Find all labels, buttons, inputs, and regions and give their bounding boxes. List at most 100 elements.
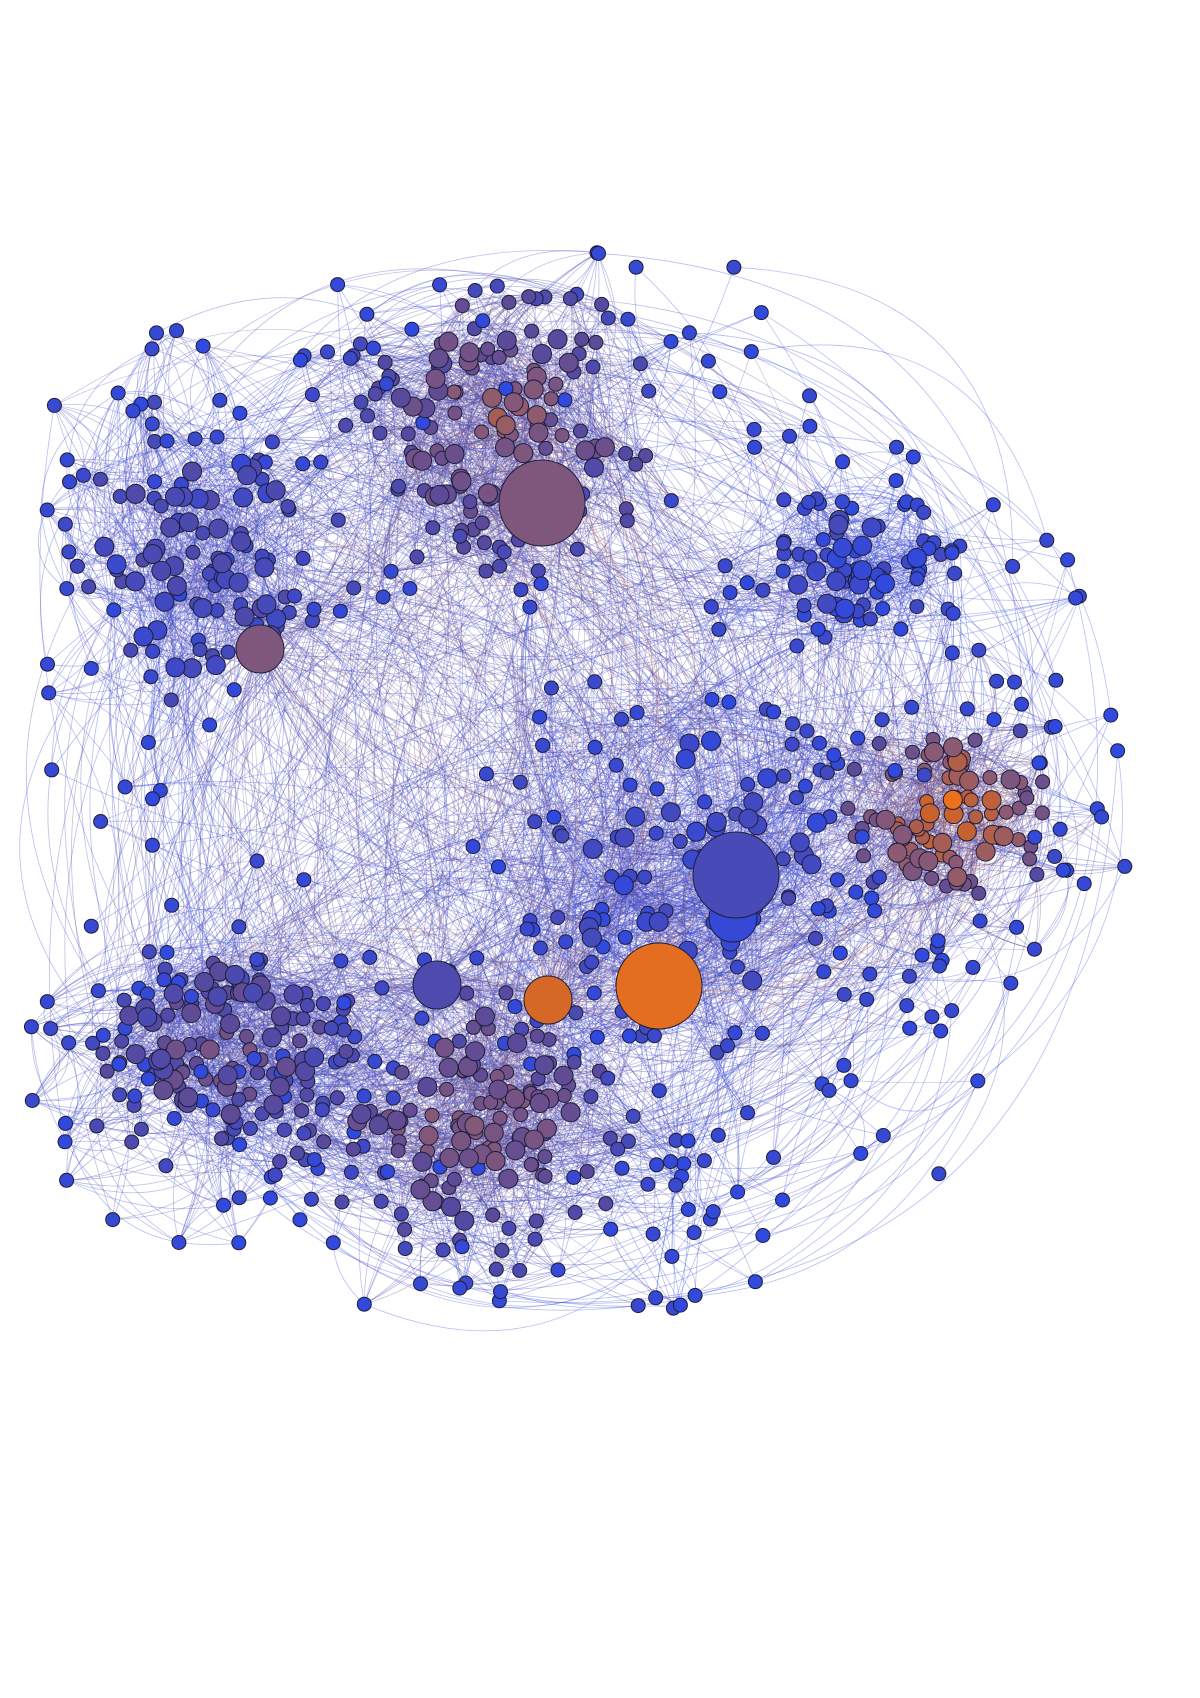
- network-edge: [550, 252, 617, 421]
- network-edge: [883, 864, 910, 977]
- network-edge: [534, 746, 596, 822]
- network-edge: [337, 1000, 363, 1099]
- network-edge: [128, 441, 165, 602]
- network-edge: [353, 354, 549, 490]
- network-edge: [711, 699, 940, 967]
- network-edge: [881, 719, 925, 771]
- network-edge: [149, 938, 261, 961]
- network-edge: [209, 351, 448, 1050]
- network-edge: [791, 743, 927, 806]
- network-edge: [191, 1002, 266, 1198]
- network-edge: [456, 331, 532, 393]
- network-edge: [542, 722, 748, 785]
- network-edge: [125, 423, 156, 550]
- network-edge: [182, 1009, 335, 1073]
- network-edge: [153, 438, 196, 499]
- network-edge: [170, 541, 244, 701]
- network-edge: [54, 405, 186, 743]
- network-edge: [432, 361, 488, 529]
- network-edge: [624, 701, 729, 838]
- network-edge: [98, 726, 992, 991]
- network-edge: [485, 330, 542, 584]
- network-edge: [514, 645, 798, 1007]
- network-edge: [539, 716, 943, 969]
- network-edge: [279, 488, 549, 1028]
- network-edge: [1034, 870, 1069, 950]
- network-edge: [272, 321, 558, 443]
- network-edge: [727, 965, 940, 1053]
- network-edge: [77, 566, 213, 600]
- network-edge: [355, 596, 495, 1150]
- network-edge: [844, 540, 924, 609]
- network-edge: [307, 1005, 422, 1034]
- network-edge: [875, 819, 1017, 928]
- network-edge: [137, 330, 177, 405]
- network-edge: [390, 494, 440, 572]
- network-edge: [460, 432, 539, 481]
- network-edge: [253, 351, 328, 557]
- network-edge: [407, 433, 437, 528]
- network-edge: [350, 355, 456, 414]
- network-edge: [540, 895, 714, 949]
- network-edge: [255, 452, 412, 1202]
- network-edge: [349, 288, 510, 359]
- network-edge: [911, 706, 1011, 780]
- network-edge: [640, 699, 713, 922]
- network-edge: [548, 619, 861, 1040]
- network-edge: [209, 499, 728, 1046]
- network-edge: [529, 914, 763, 1034]
- network-edge: [598, 253, 1022, 705]
- network-edge: [201, 596, 384, 981]
- network-edge: [783, 566, 864, 605]
- network-edge: [128, 1015, 306, 1161]
- network-edge: [237, 834, 740, 994]
- network-edge: [408, 423, 538, 447]
- network-edge: [117, 392, 649, 1185]
- network-edge: [438, 358, 494, 494]
- network-edge: [564, 645, 798, 1055]
- network-edge: [783, 456, 914, 544]
- network-edge: [414, 343, 783, 1201]
- network-edge: [167, 496, 203, 609]
- network-edge: [966, 827, 1055, 857]
- network-edge: [817, 628, 857, 756]
- network-edge: [474, 742, 820, 1126]
- network-edge: [147, 1000, 267, 1038]
- network-edge: [524, 607, 740, 902]
- network-edge: [119, 1062, 222, 1141]
- network-edge: [48, 667, 176, 701]
- network-edge: [135, 499, 211, 582]
- network-edge: [531, 330, 557, 420]
- network-edge: [1042, 726, 1068, 814]
- network-edge: [367, 415, 405, 487]
- network-edge: [352, 355, 461, 480]
- network-edge: [408, 361, 538, 1021]
- network-edge: [534, 784, 631, 826]
- network-edge: [303, 879, 337, 1006]
- network-edge: [613, 801, 705, 1091]
- network-edge: [565, 832, 657, 942]
- network-edge: [170, 578, 258, 862]
- network-edge: [766, 611, 858, 710]
- network-edge: [540, 876, 612, 949]
- network-edge: [757, 769, 821, 826]
- network-edge: [654, 774, 956, 1037]
- network-edge: [448, 876, 624, 972]
- network-edge: [247, 474, 864, 856]
- network-edge: [250, 1021, 342, 1129]
- network-edge: [392, 378, 493, 495]
- network-edge: [178, 1085, 281, 1162]
- network-edge: [408, 984, 470, 1159]
- network-edge: [604, 719, 660, 922]
- network-edge: [140, 332, 165, 405]
- network-edge: [416, 341, 672, 558]
- network-edge: [138, 351, 328, 791]
- network-edge: [407, 433, 439, 528]
- network-edge: [522, 681, 595, 994]
- network-edge: [194, 860, 258, 1123]
- network-edge: [542, 688, 713, 746]
- network-edge: [729, 896, 789, 953]
- network-edge: [578, 353, 956, 775]
- network-edge: [565, 941, 867, 1028]
- network-edge: [345, 348, 509, 1179]
